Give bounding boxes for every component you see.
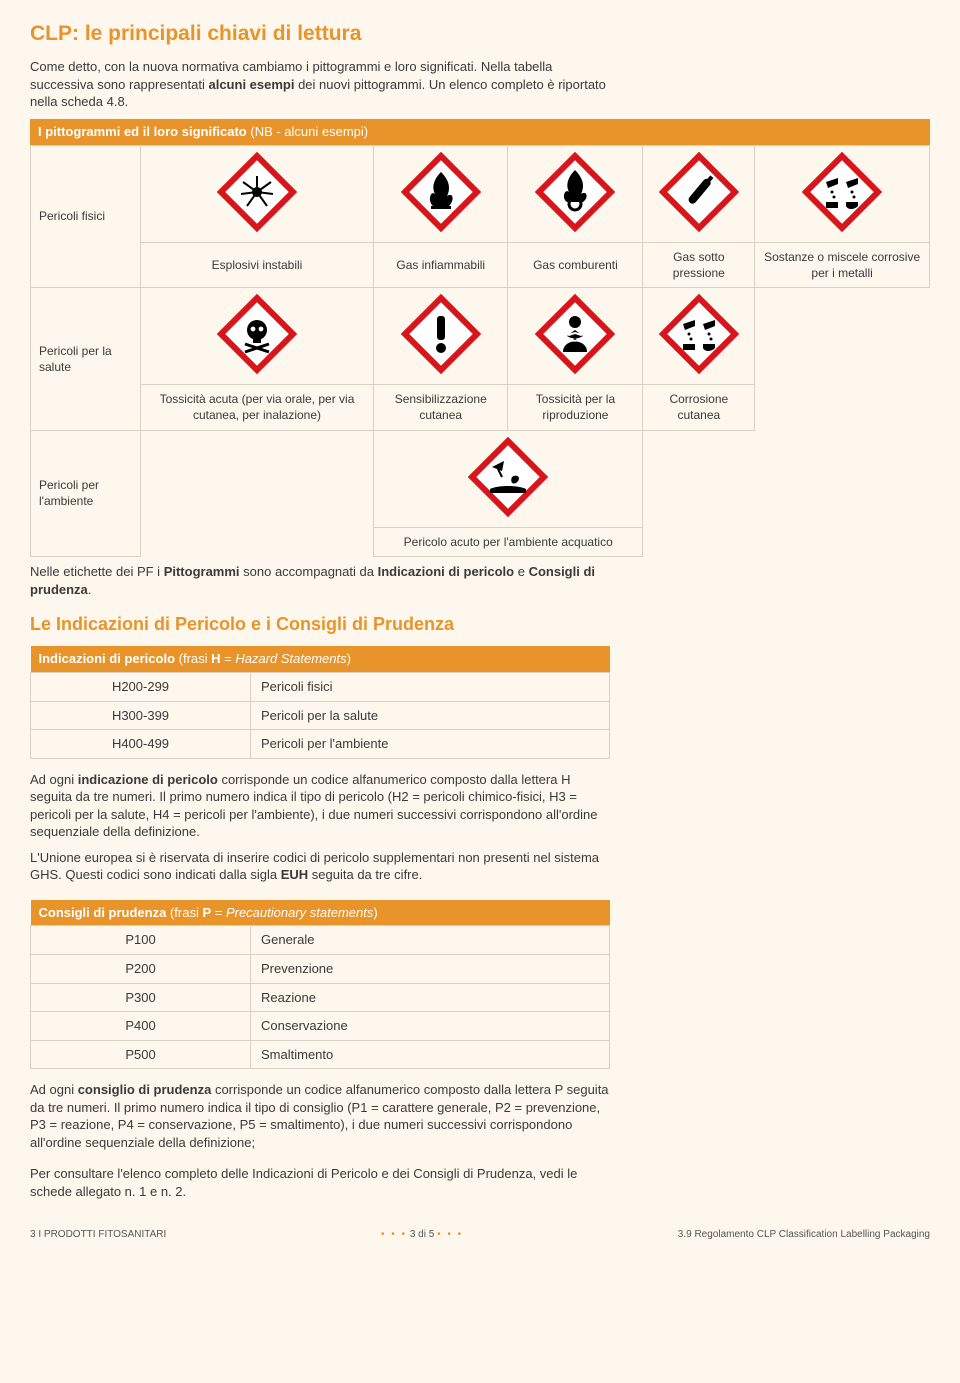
exclaim-icon (401, 294, 481, 374)
corrosion-icon (659, 294, 739, 374)
pictogram-cell (755, 145, 930, 242)
hh-c: H (211, 651, 220, 666)
prec-code: P200 (31, 954, 251, 983)
ph-e: Precautionary statements (226, 905, 373, 920)
picto-row-label: Pericoli fisici (31, 145, 141, 288)
mid-c: sono accompagnati da (240, 564, 378, 579)
hazard-desc: Pericoli fisici (251, 672, 610, 701)
explosion-icon (217, 152, 297, 232)
ph-f: ) (373, 905, 377, 920)
mid-b: Pittogrammi (164, 564, 240, 579)
hh-b: (frasi (179, 651, 212, 666)
footer-page: 3 di 5 (410, 1229, 434, 1240)
prec-code: P500 (31, 1040, 251, 1069)
mid-paragraph: Nelle etichette dei PF i Pittogrammi son… (30, 563, 610, 598)
precaution-header: Consigli di prudenza (frasi P = Precauti… (31, 900, 610, 926)
skull-icon (217, 294, 297, 374)
pictogram-caption: Gas sotto pressione (643, 242, 755, 287)
prec-desc: Reazione (251, 983, 610, 1012)
picto-row-label: Pericoli per l'ambiente (31, 430, 141, 556)
final-paragraph: Per consultare l'elenco completo delle I… (30, 1165, 610, 1200)
page-footer: 3 I PRODOTTI FITOSANITARI • • • 3 di 5 •… (30, 1228, 930, 1242)
picto-row-label: Pericoli per la salute (31, 288, 141, 431)
pictogram-cell (643, 288, 755, 385)
flame-icon (401, 152, 481, 232)
prec-code: P300 (31, 983, 251, 1012)
hazard-code: H400-499 (31, 730, 251, 759)
prec-code: P400 (31, 1012, 251, 1041)
prec-code: P100 (31, 926, 251, 955)
prec-desc: Conservazione (251, 1012, 610, 1041)
precaution-table: Consigli di prudenza (frasi P = Precauti… (30, 900, 610, 1069)
ph-a: Consigli di prudenza (39, 905, 170, 920)
pictogram-table-header: I pittogrammi ed il loro significato (NB… (30, 119, 930, 145)
picto-header-a: I pittogrammi ed il loro significato (38, 124, 250, 139)
footer-left: 3 I PRODOTTI FITOSANITARI (30, 1228, 166, 1242)
pictogram-caption: Esplosivi instabili (141, 242, 374, 287)
cylinder-icon (659, 152, 739, 232)
subtitle: Le Indicazioni di Pericolo e i Consigli … (30, 612, 610, 636)
hp-b: indicazione di pericolo (78, 772, 218, 787)
prec-desc: Prevenzione (251, 954, 610, 983)
environment-icon (468, 437, 548, 517)
page-title: CLP: le principali chiavi di lettura (30, 20, 610, 48)
flame-o-icon (535, 152, 615, 232)
hp-e: EUH (281, 867, 308, 882)
pictogram-caption: Sensibilizzazione cutanea (373, 385, 507, 430)
corrosion-icon (802, 152, 882, 232)
pictogram-cell (373, 145, 507, 242)
mid-a: Nelle etichette dei PF i (30, 564, 164, 579)
pictogram-table: Pericoli fisiciEsplosivi instabiliGas in… (30, 145, 930, 558)
hh-f: ) (347, 651, 351, 666)
hazard-code: H200-299 (31, 672, 251, 701)
hh-e: Hazard Statements (235, 651, 346, 666)
hp-a: Ad ogni (30, 772, 78, 787)
precaution-paragraph: Ad ogni consiglio di prudenza corrispond… (30, 1081, 610, 1151)
hazard-paragraph-2: L'Unione europea si è riservata di inser… (30, 849, 610, 884)
pictogram-caption: Corrosione cutanea (643, 385, 755, 430)
hazard-header: Indicazioni di pericolo (frasi H = Hazar… (31, 646, 610, 672)
pictogram-cell (508, 145, 643, 242)
hh-a: Indicazioni di pericolo (39, 651, 179, 666)
footer-right: 3.9 Regolamento CLP Classification Label… (678, 1228, 930, 1242)
pictogram-cell (643, 145, 755, 242)
pictogram-caption: Gas infiammabili (373, 242, 507, 287)
hazard-desc: Pericoli per l'ambiente (251, 730, 610, 759)
pictogram-cell (508, 288, 643, 385)
pictogram-cell (141, 145, 374, 242)
silhouette-icon (535, 294, 615, 374)
pp-a: Ad ogni (30, 1082, 78, 1097)
intro-bold: alcuni esempi (208, 77, 294, 92)
pictogram-caption: Sostanze o miscele corrosive per i metal… (755, 242, 930, 287)
picto-header-b: (NB - alcuni esempi) (250, 124, 368, 139)
pictogram-caption: Tossicità acuta (per via orale, per via … (141, 385, 374, 430)
prec-desc: Generale (251, 926, 610, 955)
pictogram-cell (373, 288, 507, 385)
ph-c: P (202, 905, 211, 920)
mid-e: e (514, 564, 528, 579)
pictogram-caption: Tossicità per la riproduzione (508, 385, 643, 430)
hp-f: seguita da tre cifre. (308, 867, 422, 882)
ph-b: (frasi (170, 905, 203, 920)
pictogram-cell (373, 430, 642, 527)
hazard-paragraph-1: Ad ogni indicazione di pericolo corrispo… (30, 771, 610, 841)
prec-desc: Smaltimento (251, 1040, 610, 1069)
hazard-table: Indicazioni di pericolo (frasi H = Hazar… (30, 646, 610, 758)
hazard-desc: Pericoli per la salute (251, 701, 610, 730)
pictogram-caption: Gas comburenti (508, 242, 643, 287)
hazard-code: H300-399 (31, 701, 251, 730)
hh-d: = (221, 651, 236, 666)
pp-b: consiglio di prudenza (78, 1082, 212, 1097)
intro-paragraph: Come detto, con la nuova normativa cambi… (30, 58, 610, 111)
pictogram-cell (141, 288, 374, 385)
footer-center: • • • 3 di 5 • • • (381, 1228, 463, 1242)
mid-d: Indicazioni di pericolo (378, 564, 515, 579)
ph-d: = (211, 905, 226, 920)
mid-g: . (88, 582, 92, 597)
pictogram-caption: Pericolo acuto per l'ambiente acquatico (373, 527, 642, 556)
